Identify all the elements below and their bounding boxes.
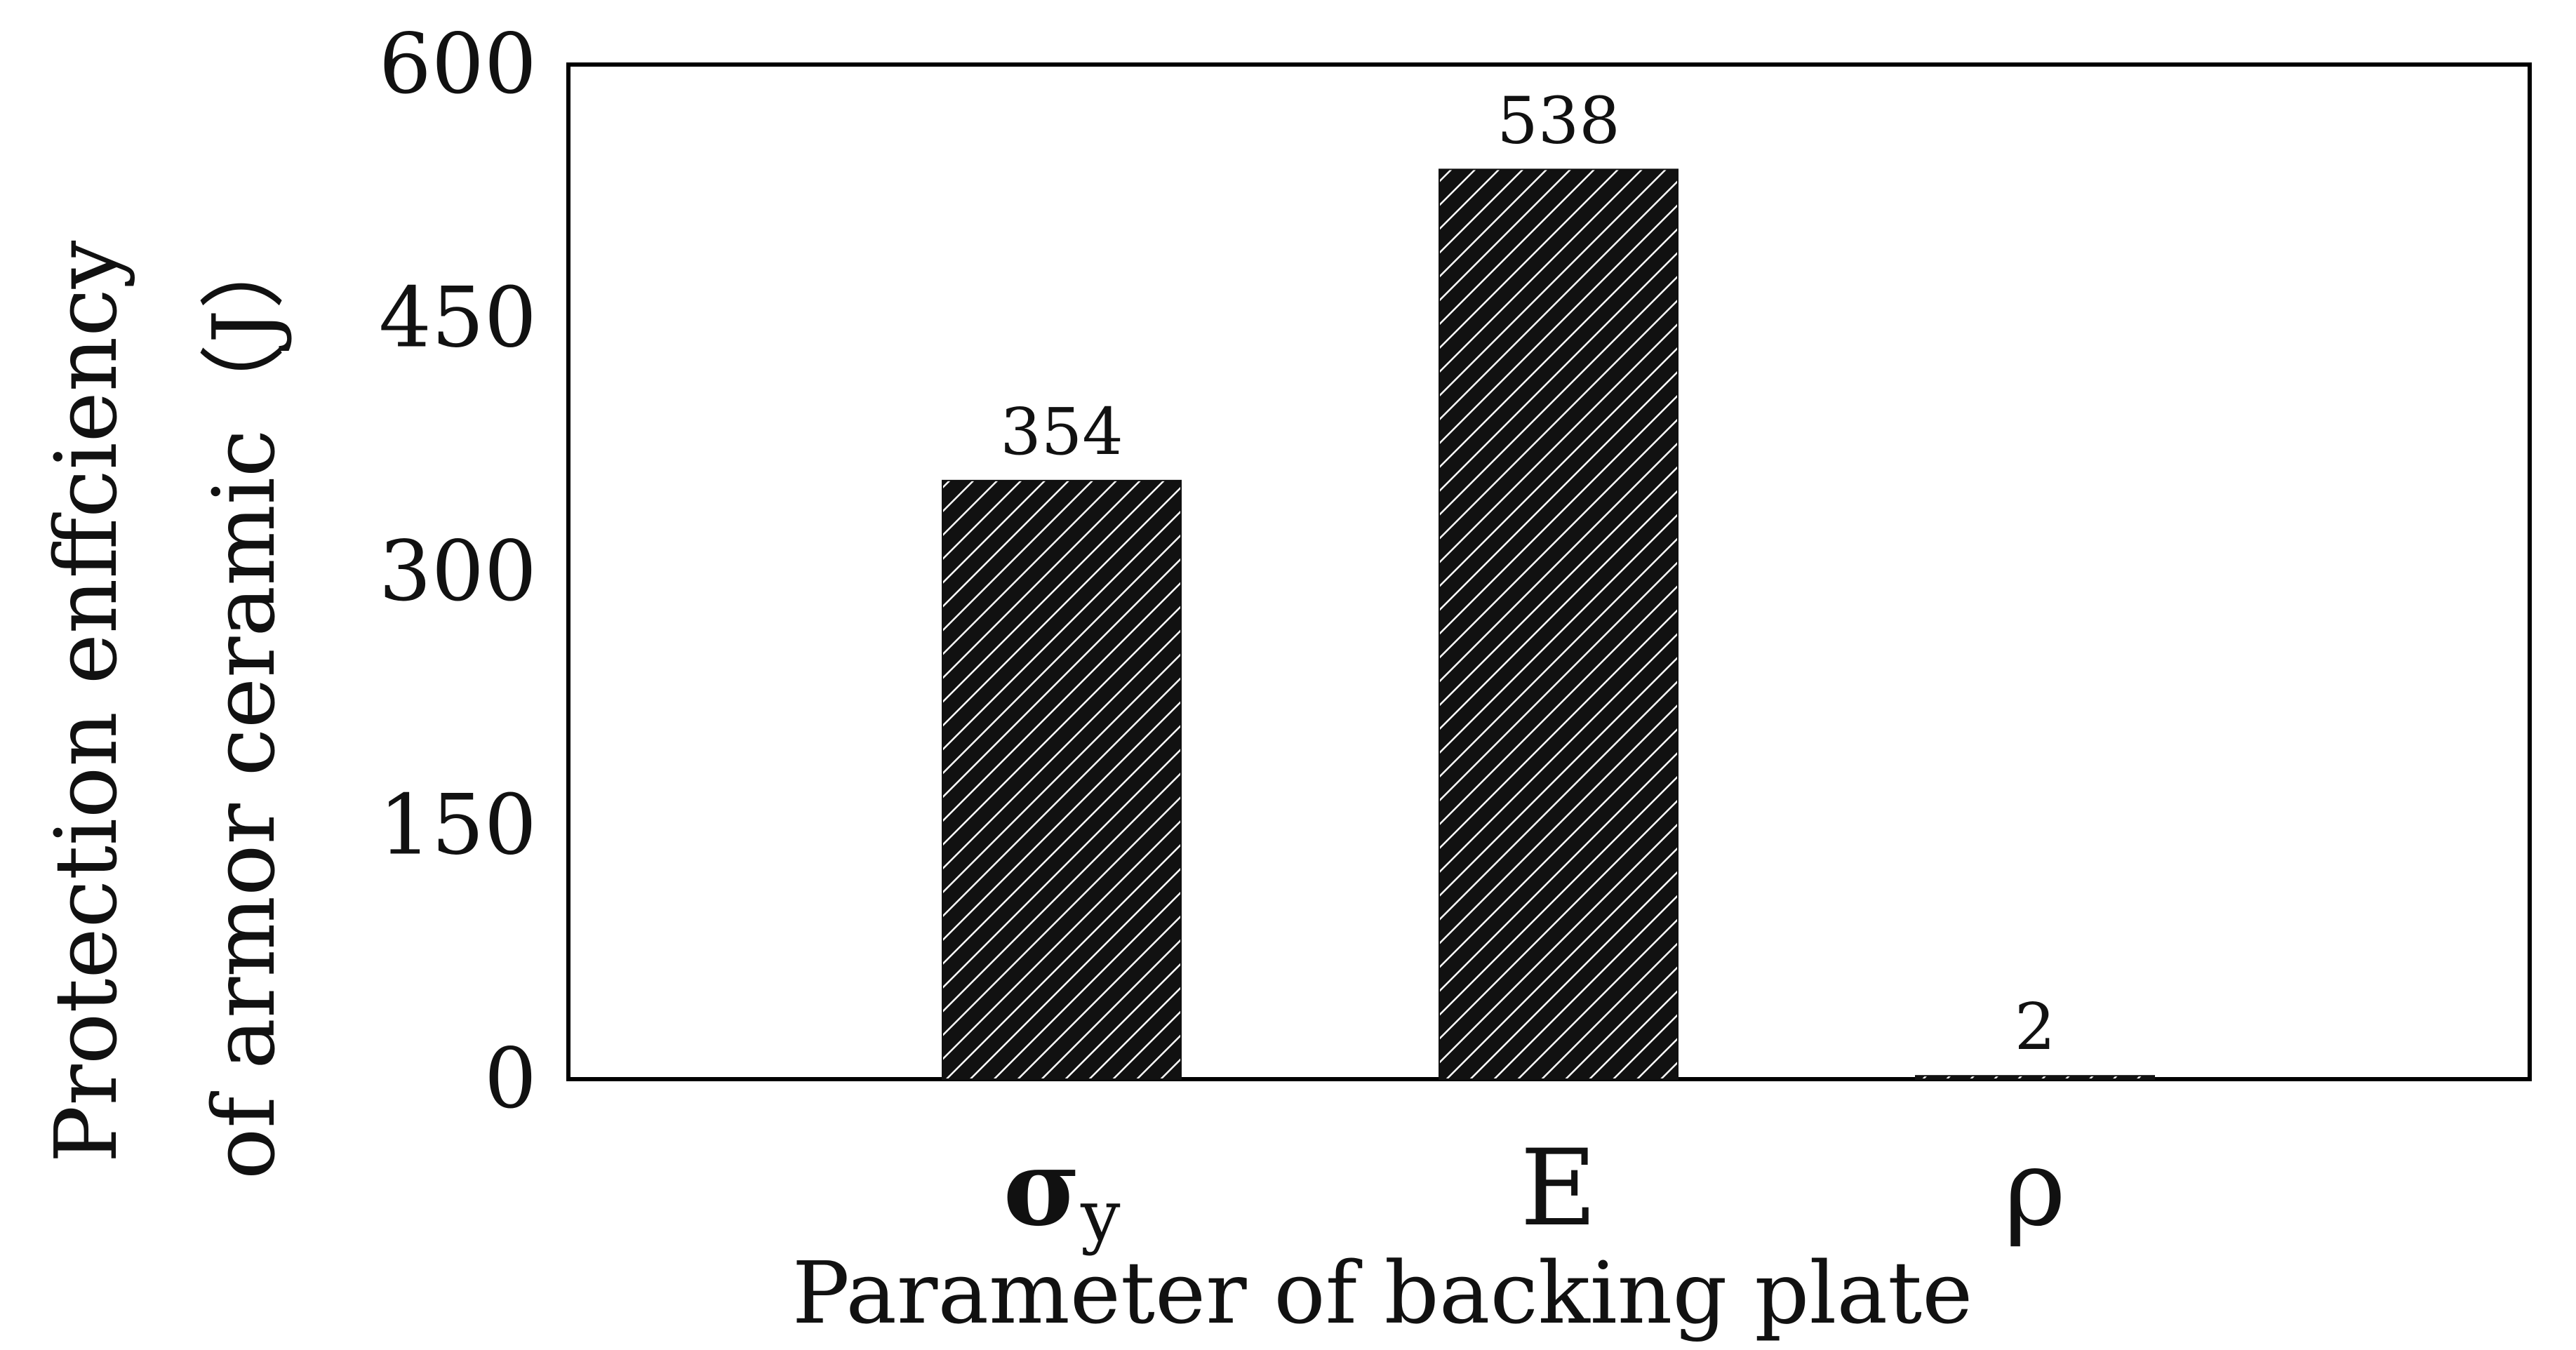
data-label-1: 354	[1000, 394, 1123, 469]
y-tick-label: 450	[379, 269, 537, 366]
x-category-label-3: ρ	[2004, 1128, 2066, 1250]
y-axis-title-line-2: of armor ceramic（J）	[194, 224, 294, 1179]
y-axis-title-line-1: Protection enffciency	[36, 240, 136, 1163]
data-label-2: 538	[1497, 83, 1620, 158]
y-tick-label: 600	[379, 15, 537, 112]
bars	[942, 168, 2155, 1081]
bar-1	[942, 479, 1182, 1080]
bar-2	[1439, 168, 1679, 1080]
y-axis-title: Protection enffciency of armor ceramic（J…	[36, 224, 294, 1179]
data-labels: 354 538 2	[1000, 83, 2055, 1064]
y-tick-label: 300	[379, 523, 537, 620]
x-axis-title: Parameter of backing plate	[792, 1243, 1973, 1343]
data-label-3: 2	[2015, 989, 2056, 1064]
y-tick-label: 0	[484, 1030, 537, 1127]
x-category-label-2: E	[1520, 1128, 1597, 1250]
y-axis-ticks: 0 150 300 450 600	[379, 15, 537, 1127]
y-tick-label: 150	[379, 777, 537, 874]
bar-3	[1915, 1075, 2155, 1081]
x-category-label-1: σy	[1003, 1126, 1121, 1257]
